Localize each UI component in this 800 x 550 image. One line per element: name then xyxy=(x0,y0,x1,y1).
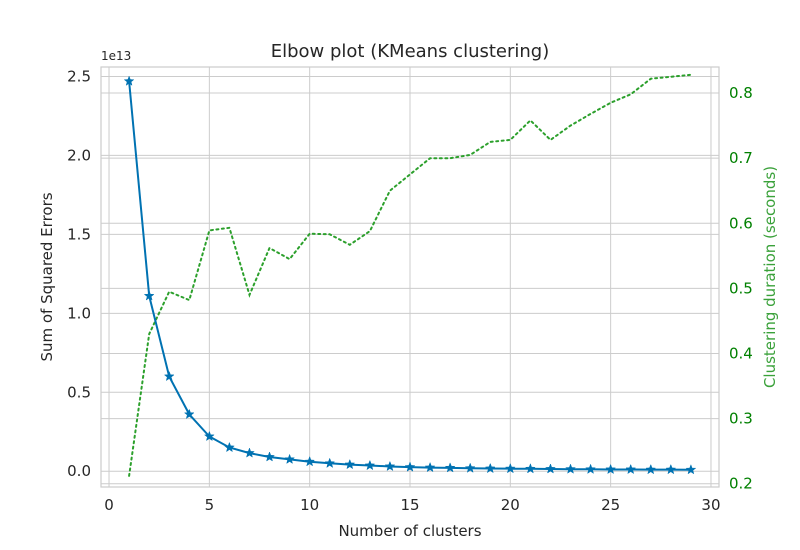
plot-frame xyxy=(100,66,720,488)
x-axis-label: Number of clusters xyxy=(338,522,481,540)
sse-point xyxy=(484,462,496,474)
y2-tick-label: 0.5 xyxy=(729,279,753,297)
tick-labels: 0 5 10 15 20 25 30 0.0 0.5 1.0 1.5 2.0 2.5 0.2 0.3 0.4 0… xyxy=(67,67,753,514)
y-tick-label: 1.5 xyxy=(67,225,91,243)
y-tick-label: 2.0 xyxy=(67,146,91,164)
sse-point xyxy=(645,463,657,475)
sse-point xyxy=(324,457,336,468)
sse-point xyxy=(344,458,356,470)
x-tick-label: 10 xyxy=(300,496,319,514)
sse-point xyxy=(123,75,135,86)
sse-point xyxy=(163,370,175,382)
sse-point xyxy=(244,447,255,458)
sse-point xyxy=(384,460,396,472)
y2-tick-label: 0.3 xyxy=(729,410,753,428)
y-tick-label: 0.0 xyxy=(67,462,91,480)
sse-point xyxy=(625,463,637,475)
sse-point xyxy=(685,464,697,475)
x-tick-label: 20 xyxy=(501,496,520,514)
sse-point xyxy=(364,459,376,471)
y2-tick-label: 0.2 xyxy=(729,475,753,493)
x-tick-label: 0 xyxy=(104,496,114,514)
sse-point xyxy=(224,441,235,453)
y-tick-label: 1.0 xyxy=(67,304,91,322)
sse-point xyxy=(585,463,596,474)
sse-point xyxy=(504,462,516,474)
sse-point xyxy=(565,463,576,474)
y2-tick-label: 0.7 xyxy=(729,149,753,167)
sse-point xyxy=(264,451,275,462)
y2-tick-label: 0.8 xyxy=(729,84,753,102)
sse-point xyxy=(665,463,677,475)
y-offset-text: 1e13 xyxy=(101,49,131,63)
sse-point xyxy=(284,453,296,464)
sse-point xyxy=(424,461,436,473)
y2-tick-label: 0.4 xyxy=(729,345,753,363)
sse-point xyxy=(203,430,215,442)
sse-point xyxy=(464,462,476,473)
x-tick-label: 5 xyxy=(205,496,215,514)
duration-line xyxy=(128,73,692,477)
y-tick-label: 2.5 xyxy=(67,67,91,85)
grid-lines xyxy=(101,67,719,487)
sse-point xyxy=(304,455,316,467)
x-tick-label: 15 xyxy=(400,496,419,514)
y2-tick-label: 0.6 xyxy=(729,214,753,232)
sse-point xyxy=(545,463,556,474)
sse-point xyxy=(143,290,155,301)
y-tick-label: 0.5 xyxy=(67,383,91,401)
x-tick-label: 30 xyxy=(701,496,720,514)
sse-point xyxy=(444,462,456,473)
chart-title: Elbow plot (KMeans clustering) xyxy=(271,41,550,62)
sse-point xyxy=(605,463,617,475)
series-layer xyxy=(123,73,697,477)
sse-point xyxy=(183,408,195,419)
sse-point xyxy=(524,463,536,474)
y-axis-label: Sum of Squared Errors xyxy=(38,192,56,361)
y2-axis-label: Clustering duration (seconds) xyxy=(761,166,779,388)
x-tick-label: 25 xyxy=(601,496,620,514)
sse-point xyxy=(404,461,416,472)
